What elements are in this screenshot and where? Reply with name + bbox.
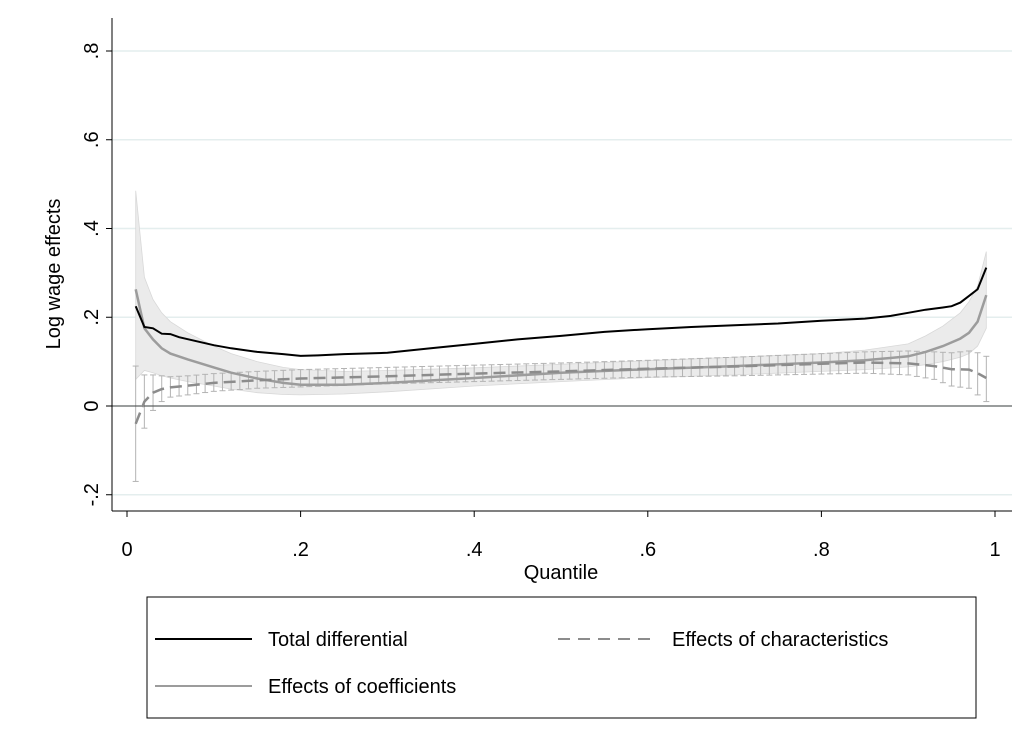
- x-tick-label: .2: [292, 539, 309, 561]
- series-line-total: [134, 267, 988, 357]
- legend-label-characteristics: Effects of characteristics: [672, 629, 888, 651]
- x-tick-label: 0: [121, 539, 132, 561]
- x-tick-labels: 0 .2 .4 .6 .8 1: [121, 511, 1001, 561]
- legend-box: [146, 596, 977, 719]
- x-tick-label: .4: [466, 539, 483, 561]
- y-tick-label: .4: [81, 220, 103, 237]
- y-tick-label: .8: [81, 43, 103, 60]
- series-lines: [134, 267, 988, 425]
- y-tick-label: -.2: [81, 483, 103, 506]
- y-tick-label: 0: [81, 400, 103, 411]
- x-tick-label: .8: [813, 539, 830, 561]
- y-tick-label: .6: [81, 131, 103, 148]
- grid-lines: [112, 50, 1012, 496]
- y-tick-label: .2: [81, 309, 103, 326]
- x-tick-label: .6: [639, 539, 656, 561]
- legend-label-coefficients: Effects of coefficients: [268, 676, 456, 698]
- y-tick-labels: -.2 0 .2 .4 .6 .8: [81, 43, 112, 506]
- coefficients-band-area: [135, 190, 987, 396]
- legend-label-total: Total differential: [268, 629, 408, 651]
- series-line-characteristics: [134, 361, 987, 425]
- axes: [111, 18, 1012, 512]
- y-axis-title: Log wage effects: [43, 199, 65, 350]
- x-tick-label: 1: [989, 539, 1000, 561]
- series-line-coefficients: [134, 289, 988, 386]
- coefficients-ci-band: [135, 190, 987, 396]
- x-axis-title: Quantile: [524, 562, 599, 584]
- legend: Total differential Effects of characteri…: [146, 596, 977, 719]
